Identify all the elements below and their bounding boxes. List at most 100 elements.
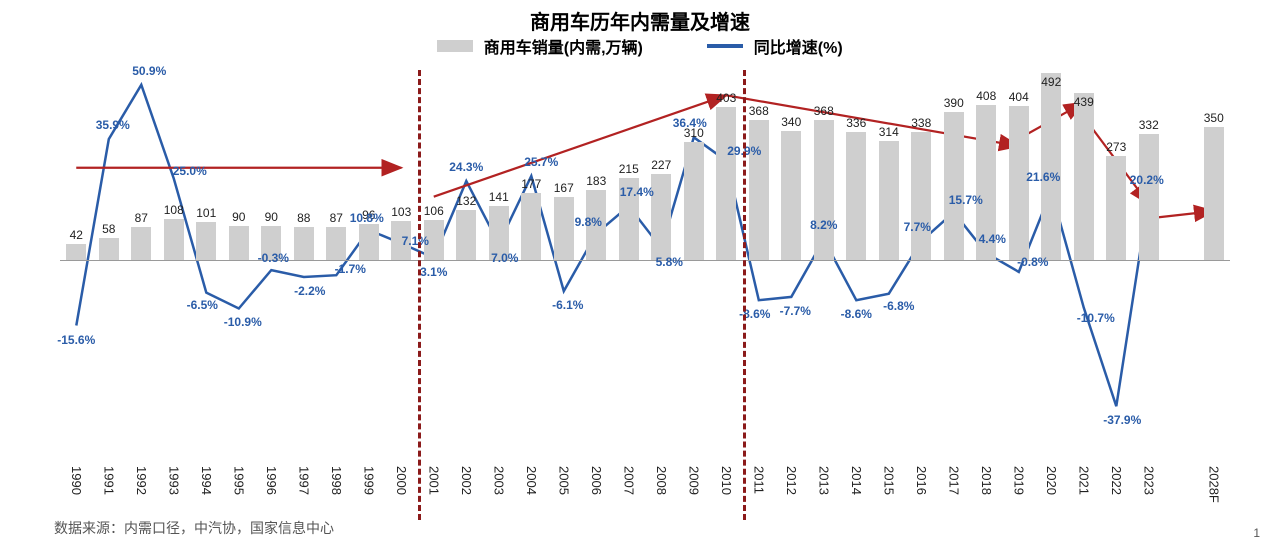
growth-pct-label: 17.4% — [620, 185, 654, 199]
bar — [846, 132, 866, 260]
bar-value-label: 492 — [1041, 75, 1061, 89]
bar-value-label: 108 — [164, 203, 184, 217]
bar-value-label: 332 — [1139, 118, 1159, 132]
growth-pct-label: 25.7% — [524, 155, 558, 169]
bar-value-label: 90 — [232, 210, 245, 224]
growth-pct-label: -10.9% — [224, 315, 262, 329]
x-category-label: 2022 — [1109, 466, 1124, 495]
legend-line-label: 同比增速(%) — [754, 40, 843, 57]
x-category-label: 2018 — [979, 466, 994, 495]
growth-pct-label: -6.1% — [552, 298, 583, 312]
growth-pct-label: 21.6% — [1026, 170, 1060, 184]
x-category-label: 2020 — [1044, 466, 1059, 495]
growth-pct-label: 5.8% — [656, 255, 683, 269]
x-category-label: 2016 — [914, 466, 929, 495]
x-category-label: 2014 — [849, 466, 864, 495]
growth-pct-label: -15.6% — [57, 333, 95, 347]
bar — [164, 219, 184, 260]
bar — [1106, 156, 1126, 260]
bar-value-label: 103 — [391, 205, 411, 219]
growth-pct-label: 10.8% — [350, 211, 384, 225]
bar-value-label: 87 — [135, 211, 148, 225]
trend-arrow — [434, 95, 727, 196]
growth-pct-label: 8.2% — [810, 218, 837, 232]
bar — [879, 141, 899, 260]
bar — [651, 174, 671, 260]
x-category-label: 2004 — [524, 466, 539, 495]
bar-value-label: 132 — [456, 194, 476, 208]
bar — [781, 131, 801, 260]
growth-pct-label: 35.9% — [96, 118, 130, 132]
bar — [131, 227, 151, 260]
bar — [456, 210, 476, 260]
growth-pct-label: 7.0% — [491, 251, 518, 265]
x-category-label: 1991 — [101, 466, 116, 495]
bar — [716, 107, 736, 260]
bar-value-label: 336 — [846, 116, 866, 130]
bar — [1041, 73, 1061, 260]
bar-value-label: 408 — [976, 89, 996, 103]
x-category-label: 2006 — [589, 466, 604, 495]
x-category-label: 2017 — [946, 466, 961, 495]
growth-pct-label: 3.1% — [420, 265, 447, 279]
growth-pct-label: 7.1% — [402, 234, 429, 248]
bar — [1139, 134, 1159, 260]
bar — [814, 120, 834, 260]
x-category-label: 1996 — [264, 466, 279, 495]
growth-pct-label: -8.6% — [841, 307, 872, 321]
bar — [196, 222, 216, 260]
legend-bar-label: 商用车销量(内需,万辆) — [484, 40, 643, 57]
bar-value-label: 273 — [1106, 140, 1126, 154]
bar — [359, 224, 379, 260]
plot-area: 4219905819918719921081993101199490199590… — [60, 70, 1230, 450]
growth-pct-label: 50.9% — [132, 64, 166, 78]
growth-pct-label: -2.2% — [294, 284, 325, 298]
chart-container: 商用车历年内需量及增速 商用车销量(内需,万辆) 同比增速(%) 4219905… — [0, 0, 1280, 558]
x-category-label: 2028F — [1206, 466, 1221, 503]
bar-value-label: 215 — [619, 162, 639, 176]
growth-pct-label: -37.9% — [1103, 413, 1141, 427]
x-category-label: 2002 — [459, 466, 474, 495]
x-category-label: 2007 — [621, 466, 636, 495]
bar-value-label: 90 — [265, 210, 278, 224]
x-category-label: 1994 — [199, 466, 214, 495]
bar-value-label: 368 — [814, 104, 834, 118]
bar-value-label: 106 — [424, 204, 444, 218]
growth-pct-label: -6.5% — [187, 298, 218, 312]
bar — [326, 227, 346, 260]
era-divider — [418, 70, 421, 520]
bar — [1074, 93, 1094, 260]
bar-value-label: 403 — [716, 91, 736, 105]
growth-pct-label: -10.7% — [1077, 311, 1115, 325]
bar — [294, 227, 314, 260]
bar-value-label: 42 — [70, 228, 83, 242]
x-category-label: 2005 — [556, 466, 571, 495]
bar — [99, 238, 119, 260]
x-category-label: 2023 — [1141, 466, 1156, 495]
bar-value-label: 350 — [1204, 111, 1224, 125]
legend-bar-swatch — [437, 40, 473, 52]
legend-line-swatch — [707, 44, 743, 48]
bar-value-label: 404 — [1009, 90, 1029, 104]
source-note: 数据来源：内需口径，中汽协，国家信息中心 — [54, 518, 334, 538]
x-category-label: 1998 — [329, 466, 344, 495]
x-category-label: 2000 — [394, 466, 409, 495]
growth-pct-label: 9.8% — [575, 215, 602, 229]
bar — [911, 132, 931, 260]
bar-value-label: 167 — [554, 181, 574, 195]
x-category-label: 2015 — [881, 466, 896, 495]
legend: 商用车销量(内需,万辆) 同比增速(%) — [0, 34, 1280, 58]
bar — [229, 226, 249, 260]
bar-value-label: 177 — [521, 177, 541, 191]
bar-value-label: 88 — [297, 211, 310, 225]
growth-pct-label: -7.7% — [780, 304, 811, 318]
x-category-label: 2019 — [1011, 466, 1026, 495]
growth-pct-label: 7.7% — [904, 220, 931, 234]
bar — [66, 244, 86, 260]
bar — [749, 120, 769, 260]
x-category-label: 2013 — [816, 466, 831, 495]
bar-value-label: 390 — [944, 96, 964, 110]
x-category-label: 2003 — [491, 466, 506, 495]
era-divider — [743, 70, 746, 520]
page-number: 1 — [1253, 526, 1260, 540]
